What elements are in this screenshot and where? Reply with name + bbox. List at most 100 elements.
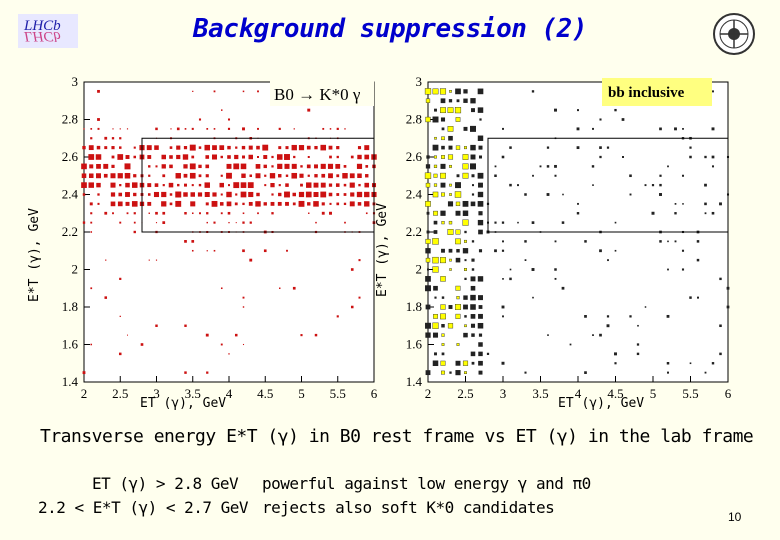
data-point <box>364 154 370 160</box>
data-point <box>168 182 174 188</box>
data-point <box>148 212 150 214</box>
data-point <box>463 295 468 300</box>
data-point <box>110 201 116 207</box>
data-point <box>365 165 369 168</box>
data-point <box>440 172 446 179</box>
data-point <box>205 164 210 169</box>
data-point <box>226 201 232 207</box>
data-point <box>432 360 439 367</box>
data-point <box>440 163 446 169</box>
data-point <box>357 154 362 160</box>
data-point <box>425 276 431 282</box>
data-point <box>221 109 223 111</box>
data-point <box>110 192 116 197</box>
data-point <box>455 88 461 95</box>
data-point <box>449 371 452 374</box>
x-tick-label: 4 <box>575 386 582 401</box>
data-point <box>425 98 431 103</box>
data-point <box>517 184 519 187</box>
data-point <box>197 192 203 197</box>
data-point <box>314 164 318 169</box>
data-point <box>242 90 245 93</box>
data-point <box>462 163 469 170</box>
data-point <box>169 202 173 206</box>
data-point <box>256 192 260 197</box>
data-point <box>184 324 187 327</box>
x-tick-label: 6 <box>371 386 378 401</box>
data-point <box>161 164 166 169</box>
data-point <box>449 183 452 187</box>
data-point <box>432 191 439 198</box>
data-point <box>88 173 94 179</box>
data-point <box>161 154 167 160</box>
data-point <box>464 277 467 281</box>
data-point <box>226 172 232 179</box>
x-tick-label: 6 <box>725 386 732 401</box>
data-point <box>213 221 216 224</box>
data-point <box>228 221 230 224</box>
data-point <box>637 324 639 327</box>
data-point <box>704 155 707 159</box>
chart-right: 2 2.5 3 3.5 4 4.5 5 5.5 6 1.4 1.6 1.8 2 2.2 2.4 2.6 2.8 3… <box>375 74 732 411</box>
data-point <box>126 212 129 215</box>
data-point <box>96 145 101 150</box>
data-point <box>248 191 254 198</box>
data-point <box>328 173 333 179</box>
data-point <box>344 128 346 130</box>
data-point <box>88 145 94 151</box>
data-point <box>554 277 557 280</box>
data-point <box>501 249 505 252</box>
data-point <box>96 173 101 179</box>
data-point <box>464 239 467 243</box>
data-point <box>599 155 602 159</box>
data-point <box>190 192 195 197</box>
data-point <box>426 268 430 271</box>
data-point <box>256 155 260 159</box>
data-point <box>227 155 231 159</box>
data-point <box>477 219 484 226</box>
data-point <box>364 191 370 198</box>
data-point <box>448 248 453 253</box>
data-point <box>426 230 430 234</box>
data-point <box>240 191 247 198</box>
data-point <box>140 343 144 346</box>
data-point <box>358 183 361 187</box>
note-gamma-pi0: powerful against low energy γ and π0 <box>262 474 591 493</box>
page-number: 10 <box>728 510 742 524</box>
data-point <box>154 183 159 187</box>
data-point <box>584 315 587 318</box>
data-point <box>111 155 115 159</box>
data-point <box>434 296 437 299</box>
data-point <box>509 277 512 281</box>
data-point <box>462 210 469 216</box>
data-point <box>584 240 587 243</box>
data-point <box>441 127 445 131</box>
data-point <box>90 287 93 290</box>
data-point <box>433 173 438 178</box>
data-point <box>441 352 445 356</box>
data-point <box>257 127 259 130</box>
data-point <box>88 182 94 188</box>
data-point <box>689 155 692 159</box>
data-point <box>441 145 445 150</box>
data-point <box>211 154 218 160</box>
data-point <box>719 324 722 328</box>
data-point <box>249 258 253 262</box>
data-point <box>183 164 188 169</box>
data-point <box>440 276 446 282</box>
data-point <box>284 163 290 169</box>
x-tick-label: 5.5 <box>682 386 698 401</box>
data-point <box>189 172 196 179</box>
data-point <box>622 156 624 158</box>
data-point <box>350 192 355 197</box>
data-point <box>192 90 194 92</box>
data-point <box>470 304 476 310</box>
y-tick-label: 1.6 <box>62 337 79 352</box>
data-point <box>342 173 348 179</box>
data-point <box>291 163 297 169</box>
data-point <box>242 249 245 253</box>
data-point <box>614 362 617 365</box>
data-point <box>425 182 431 188</box>
caption: Transverse energy E*T (γ) in B0 rest fra… <box>40 426 754 447</box>
data-point <box>561 221 565 224</box>
